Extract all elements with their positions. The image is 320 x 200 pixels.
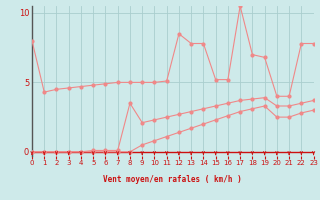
X-axis label: Vent moyen/en rafales ( km/h ): Vent moyen/en rafales ( km/h ): [103, 174, 242, 184]
